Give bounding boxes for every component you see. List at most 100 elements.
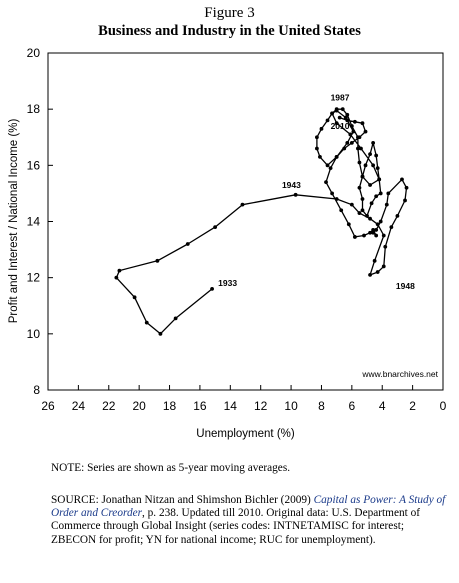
data-point: [340, 107, 345, 112]
x-axis-title: Unemployment (%): [196, 428, 295, 440]
y-tick-label: 20: [27, 46, 41, 60]
data-point: [360, 121, 365, 126]
x-tick-label: 2: [409, 399, 416, 413]
data-point: [368, 152, 372, 157]
year-annotation: 2010: [331, 121, 350, 131]
data-point: [155, 258, 160, 263]
year-annotation: 1943: [282, 180, 301, 190]
data-point: [352, 119, 357, 124]
x-tick-label: 12: [254, 399, 268, 413]
data-point: [400, 177, 404, 182]
data-point: [381, 233, 386, 238]
data-point: [374, 194, 379, 199]
data-point: [360, 197, 365, 201]
data-point: [173, 316, 178, 321]
data-point: [378, 219, 383, 224]
data-point: [319, 126, 324, 131]
data-point: [328, 166, 333, 171]
data-point: [342, 146, 347, 151]
data-point: [357, 160, 362, 165]
data-point: [404, 185, 409, 190]
data-point: [330, 111, 334, 116]
data-point: [345, 118, 350, 123]
data-point: [117, 268, 122, 273]
source-prefix: SOURCE: Jonathan Nitzan and Shimshon Bic…: [51, 494, 314, 506]
x-axis-ticks: 26 24 22 20 18 16 14 12 10 8 6 4 2 0: [41, 385, 447, 413]
data-series: [114, 107, 409, 336]
data-point: [403, 198, 407, 203]
data-point: [185, 242, 190, 246]
data-point: [349, 140, 354, 145]
data-point: [362, 233, 366, 238]
data-point: [334, 121, 339, 126]
data-point: [363, 129, 368, 134]
data-point: [375, 166, 380, 171]
data-point: [377, 177, 382, 182]
y-tick-label: 16: [27, 158, 41, 172]
data-point: [360, 174, 365, 179]
data-point: [351, 129, 356, 134]
data-point: [383, 244, 388, 249]
y-tick-label: 14: [27, 215, 41, 229]
x-tick-label: 4: [379, 399, 386, 413]
y-tick-label: 8: [33, 383, 40, 397]
data-point: [349, 124, 354, 128]
data-point: [359, 146, 363, 151]
data-point: [348, 132, 353, 137]
year-annotation: 1933: [218, 278, 237, 288]
data-point: [360, 208, 365, 213]
data-point: [158, 331, 163, 336]
data-point: [375, 270, 380, 274]
data-point: [325, 163, 330, 168]
data-point: [339, 208, 344, 213]
data-point: [378, 191, 383, 196]
data-point: [371, 140, 376, 145]
x-tick-label: 18: [163, 399, 177, 413]
data-point: [389, 225, 394, 230]
data-point: [345, 112, 350, 117]
x-tick-label: 14: [224, 399, 238, 413]
data-point: [315, 135, 319, 140]
figure-label: Figure 3: [204, 5, 255, 21]
data-point: [368, 183, 372, 187]
data-point: [213, 225, 218, 230]
note: NOTE: Series are shown as 5-year moving …: [51, 462, 451, 475]
y-tick-label: 10: [27, 327, 41, 341]
data-point: [371, 230, 376, 235]
data-point: [345, 140, 350, 145]
x-tick-label: 8: [318, 399, 325, 413]
data-point: [386, 191, 391, 196]
y-axis-title: Profit and Interest / National Income (%…: [8, 119, 20, 324]
data-point: [334, 155, 339, 159]
data-point: [330, 191, 334, 196]
x-tick-label: 22: [102, 399, 116, 413]
data-point: [318, 155, 322, 159]
data-point: [325, 118, 330, 123]
data-point: [293, 192, 298, 197]
data-point: [334, 107, 339, 112]
x-tick-label: 10: [284, 399, 298, 413]
x-tick-label: 24: [72, 399, 86, 413]
data-point: [144, 320, 149, 325]
x-tick-label: 20: [132, 399, 146, 413]
data-point: [210, 287, 214, 291]
x-tick-label: 26: [41, 399, 55, 413]
data-point: [374, 228, 379, 232]
note-text: NOTE: Series are shown as 5-year moving …: [51, 462, 291, 474]
y-tick-label: 18: [27, 102, 41, 116]
data-point: [368, 272, 372, 277]
data-point: [395, 213, 400, 218]
data-point: [357, 211, 362, 215]
data-point: [381, 264, 386, 269]
annotations: 1933 1943 1987 2010 1948: [218, 93, 415, 291]
data-point: [374, 153, 379, 158]
watermark: www.bnarchives.net: [361, 369, 438, 379]
data-point: [368, 230, 372, 235]
data-point: [324, 180, 328, 185]
data-point: [369, 201, 374, 206]
data-point: [384, 202, 389, 207]
y-tick-label: 12: [27, 271, 41, 285]
data-point: [337, 115, 342, 120]
chart-title: Business and Industry in the United Stat…: [98, 23, 361, 39]
